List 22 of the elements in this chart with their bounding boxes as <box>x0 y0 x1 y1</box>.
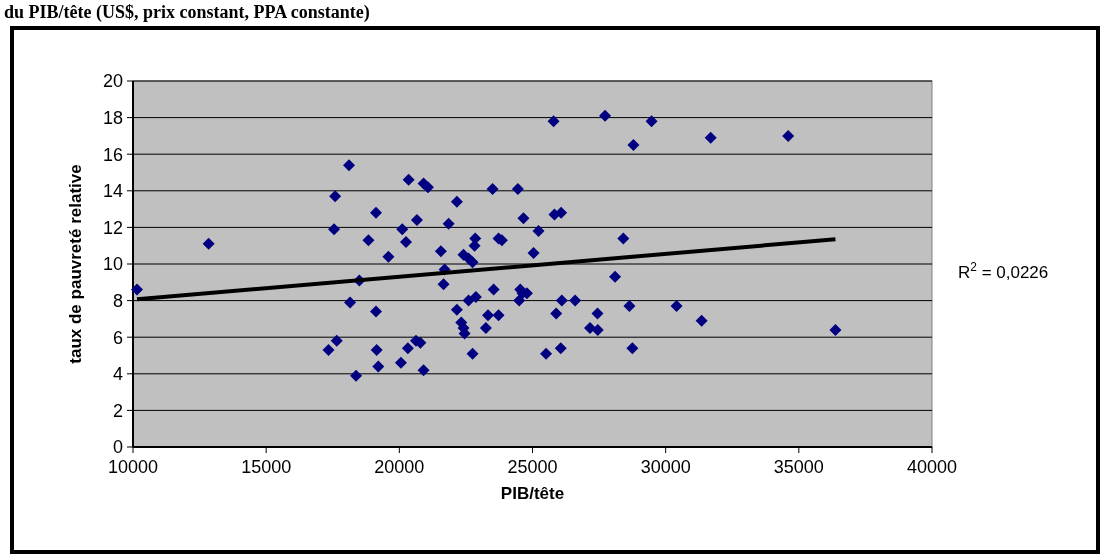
y-tick-label: 14 <box>102 181 123 202</box>
x-tick-label: 15000 <box>241 457 292 477</box>
y-tick-label: 0 <box>112 437 123 458</box>
y-tick-label: 12 <box>102 217 123 238</box>
y-tick-label: 6 <box>112 327 123 348</box>
y-axis-title: taux de pauvreté relative <box>66 164 85 364</box>
x-tick-label: 25000 <box>507 457 558 477</box>
y-tick-label: 2 <box>112 400 123 421</box>
y-tick-label: 20 <box>102 71 123 92</box>
x-tick-label: 40000 <box>906 457 958 477</box>
text: R$^{2}$ = 0,0226 <box>958 260 1049 282</box>
y-tick-label: 8 <box>112 290 123 311</box>
x-tick-label: 20000 <box>374 457 425 477</box>
x-axis-title: PIB/tête <box>500 484 565 503</box>
x-tick-label: 10000 <box>107 457 159 477</box>
y-tick-label: 10 <box>102 254 123 275</box>
chart-title: du PIB/tête (US$, prix constant, PPA constante) <box>4 2 370 23</box>
x-tick-label: 35000 <box>773 457 824 477</box>
y-tick-label: 18 <box>102 107 123 128</box>
y-tick-label: 4 <box>112 364 123 385</box>
y-tick-label: 16 <box>102 144 123 165</box>
x-tick-label: 30000 <box>640 457 691 477</box>
